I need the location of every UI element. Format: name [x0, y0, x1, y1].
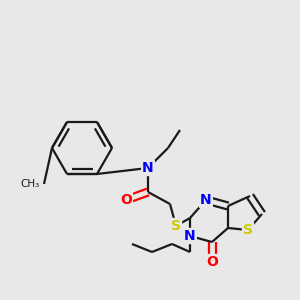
Text: S: S — [243, 223, 253, 237]
Text: O: O — [120, 193, 132, 207]
Text: N: N — [184, 229, 196, 243]
Text: O: O — [120, 193, 132, 207]
Text: O: O — [206, 255, 218, 269]
Text: S: S — [171, 219, 181, 233]
Text: N: N — [200, 193, 212, 207]
Text: N: N — [200, 193, 212, 207]
Text: N: N — [142, 161, 154, 175]
Text: S: S — [171, 219, 181, 233]
Text: O: O — [206, 255, 218, 269]
Text: N: N — [142, 161, 154, 175]
Text: CH₃: CH₃ — [21, 179, 40, 189]
Text: S: S — [243, 223, 253, 237]
Text: N: N — [184, 229, 196, 243]
